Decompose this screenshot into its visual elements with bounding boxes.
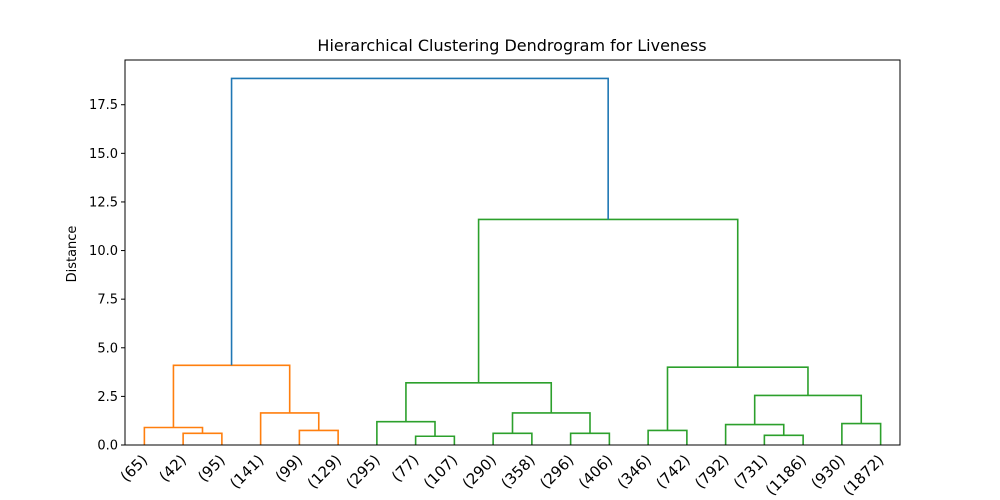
leaf-label: (290) bbox=[459, 451, 500, 492]
dendrogram-link-c19 bbox=[230, 77, 609, 366]
link-group bbox=[143, 77, 882, 445]
y-tick-label: 17.5 bbox=[89, 98, 118, 113]
dendrogram-link-c10 bbox=[511, 412, 591, 434]
dendrogram-link-c17 bbox=[666, 366, 809, 431]
y-tick-label: 5.0 bbox=[97, 341, 118, 356]
dendrogram-link-c15 bbox=[841, 422, 882, 445]
dendrogram-link-c8 bbox=[492, 432, 533, 445]
leaf-label: (406) bbox=[575, 451, 616, 492]
y-tick-label: 7.5 bbox=[97, 293, 118, 308]
leaf-label: (296) bbox=[536, 451, 577, 492]
dendrogram-link-c12 bbox=[647, 429, 688, 445]
dendrogram-link-c18 bbox=[477, 218, 739, 383]
y-tick-label: 12.5 bbox=[89, 195, 118, 210]
leaf-label: (1872) bbox=[839, 451, 887, 499]
dendrogram-link-c2 bbox=[143, 426, 204, 445]
y-tick-label: 0.0 bbox=[97, 439, 118, 454]
dendrogram-link-c1 bbox=[182, 432, 223, 445]
y-tick-label: 2.5 bbox=[97, 390, 118, 405]
dendrogram-link-c4 bbox=[259, 412, 320, 445]
y-axis-ticks: 0.0 2.5 5.0 7.5 10.0 12.5 15.0 17.5 bbox=[89, 98, 125, 454]
leaf-labels: (65) (42) (95)(141) (99)(129)(295) (77)(107)… bbox=[117, 451, 888, 499]
leaf-label: (42) bbox=[155, 451, 190, 486]
dendrogram-link-c9 bbox=[569, 432, 611, 445]
dendrogram-link-c16 bbox=[753, 394, 863, 425]
y-tick-label: 10.0 bbox=[89, 244, 118, 259]
leaf-label: (141) bbox=[226, 451, 267, 492]
dendrogram-link-c11 bbox=[405, 381, 553, 422]
leaf-label: (99) bbox=[272, 451, 307, 486]
leaf-label: (792) bbox=[691, 451, 732, 492]
dendrogram-link-c5 bbox=[172, 364, 291, 428]
y-axis-label: Distance bbox=[65, 226, 80, 283]
plot-frame bbox=[124, 59, 901, 446]
dendrogram-link-c3 bbox=[298, 429, 339, 445]
leaf-label: (129) bbox=[304, 451, 345, 492]
chart-title: Hierarchical Clustering Dendrogram for L… bbox=[317, 36, 706, 55]
y-tick-label: 15.0 bbox=[89, 147, 118, 162]
leaf-label: (107) bbox=[420, 451, 461, 492]
dendrogram-link-c7 bbox=[376, 420, 436, 445]
dendrogram-link-c6 bbox=[414, 435, 456, 445]
leaf-label: (742) bbox=[652, 451, 693, 492]
leaf-label: (95) bbox=[194, 451, 229, 486]
leaf-label: (358) bbox=[497, 451, 538, 492]
leaf-label: (1186) bbox=[762, 451, 810, 499]
leaf-label: (295) bbox=[342, 451, 383, 492]
dendrogram-link-c13 bbox=[763, 434, 804, 445]
leaf-label: (65) bbox=[117, 451, 152, 486]
leaf-label: (77) bbox=[388, 451, 423, 486]
leaf-label: (346) bbox=[614, 451, 655, 492]
